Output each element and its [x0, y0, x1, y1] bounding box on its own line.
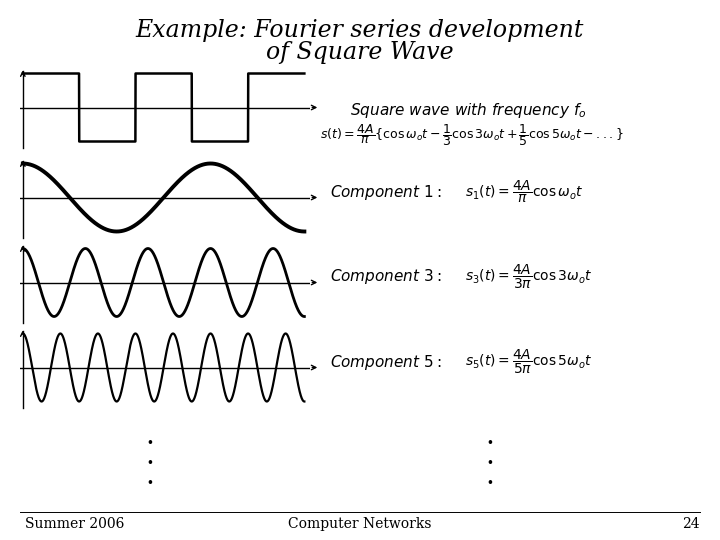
Text: $\mathit{Component\ 3:}$: $\mathit{Component\ 3:}$	[330, 267, 441, 287]
Text: Example: Fourier series development: Example: Fourier series development	[136, 18, 584, 42]
Text: $s(t) = \dfrac{4A}{\pi}\{\cos\omega_o t - \dfrac{1}{3}\cos 3\omega_o t + \dfrac{: $s(t) = \dfrac{4A}{\pi}\{\cos\omega_o t …	[320, 122, 624, 148]
Text: 24: 24	[683, 517, 700, 531]
Text: Computer Networks: Computer Networks	[288, 517, 432, 531]
Text: ·: ·	[145, 431, 154, 458]
Text: of Square Wave: of Square Wave	[266, 42, 454, 64]
Text: $\mathit{Component\ 5:}$: $\mathit{Component\ 5:}$	[330, 353, 441, 372]
Text: ·: ·	[145, 451, 154, 478]
Text: $s_3(t) = \dfrac{4A}{3\pi}\cos 3\omega_o t$: $s_3(t) = \dfrac{4A}{3\pi}\cos 3\omega_o…	[465, 263, 593, 291]
Text: $s_5(t) = \dfrac{4A}{5\pi}\cos 5\omega_o t$: $s_5(t) = \dfrac{4A}{5\pi}\cos 5\omega_o…	[465, 348, 593, 376]
Text: Summer 2006: Summer 2006	[25, 517, 125, 531]
Text: $s_1(t) = \dfrac{4A}{\pi}\cos\omega_o t$: $s_1(t) = \dfrac{4A}{\pi}\cos\omega_o t$	[465, 179, 584, 205]
Text: ·: ·	[485, 471, 495, 498]
Text: ·: ·	[145, 471, 154, 498]
Text: $\mathit{Component\ 1:}$: $\mathit{Component\ 1:}$	[330, 183, 441, 201]
Text: $\mathit{Square\ wave\ with\ frequency\ f_o}$: $\mathit{Square\ wave\ with\ frequency\ …	[350, 100, 587, 119]
Text: ·: ·	[485, 451, 495, 478]
Text: ·: ·	[485, 431, 495, 458]
